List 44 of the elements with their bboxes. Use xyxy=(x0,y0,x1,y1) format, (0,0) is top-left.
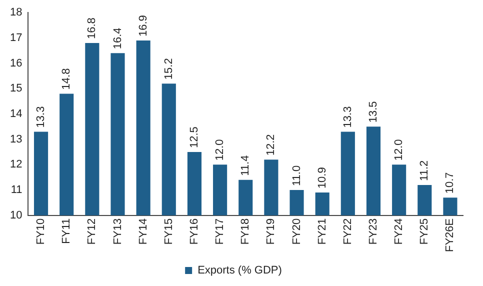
y-tick-label: 16 xyxy=(10,57,22,70)
y-tick-label: 18 xyxy=(10,6,22,19)
data-label: 12.2 xyxy=(265,134,278,156)
x-tick-label: FY22 xyxy=(342,218,354,245)
x-tick-label: FY11 xyxy=(60,218,73,244)
y-tick-label: 10 xyxy=(10,209,22,222)
x-tick-label: FY12 xyxy=(86,218,98,245)
data-label: 12.0 xyxy=(393,139,406,161)
data-label: 10.7 xyxy=(444,172,456,194)
data-label: 16.8 xyxy=(86,18,98,40)
data-label: 11.0 xyxy=(290,165,303,186)
x-tick-label: FY21 xyxy=(316,218,328,245)
data-label: 12.5 xyxy=(188,126,200,148)
x-tick-label: FY24 xyxy=(393,218,406,245)
data-label: 14.8 xyxy=(60,68,73,90)
data-label: 16.9 xyxy=(137,15,150,36)
x-tick-label: FY10 xyxy=(35,218,48,245)
y-tick-label: 11 xyxy=(10,184,22,196)
data-label: 10.9 xyxy=(316,167,328,189)
data-label: 13.5 xyxy=(368,101,380,123)
data-label: 12.0 xyxy=(214,139,226,161)
x-tick-label: FY13 xyxy=(112,218,124,245)
data-label: 13.3 xyxy=(35,106,48,128)
data-label: 11.4 xyxy=(240,155,252,176)
x-tick-label: FY16 xyxy=(188,218,200,245)
x-tick-label: FY14 xyxy=(137,218,150,245)
data-label: 15.2 xyxy=(162,58,175,80)
x-tick-label: FY23 xyxy=(368,218,380,245)
y-tick-label: 15 xyxy=(10,82,22,95)
y-tick-label: 17 xyxy=(10,32,22,44)
x-tick-label: FY25 xyxy=(418,218,431,245)
y-tick-label: 14 xyxy=(10,108,22,120)
x-tick-label: FY20 xyxy=(290,218,303,245)
y-tick-label: 12 xyxy=(10,158,22,171)
x-tick-label: FY15 xyxy=(162,218,175,245)
data-label: 13.3 xyxy=(342,106,354,128)
x-tick-label: FY19 xyxy=(265,218,278,245)
y-tick-label: 13 xyxy=(10,133,22,146)
x-tick-label: FY26E xyxy=(444,218,456,252)
data-label: 16.4 xyxy=(112,28,124,50)
legend-label: Exports (% GDP) xyxy=(198,264,282,277)
data-label: 11.2 xyxy=(418,160,431,181)
x-tick-label: FY18 xyxy=(240,218,252,245)
x-tick-label: FY17 xyxy=(214,218,226,245)
